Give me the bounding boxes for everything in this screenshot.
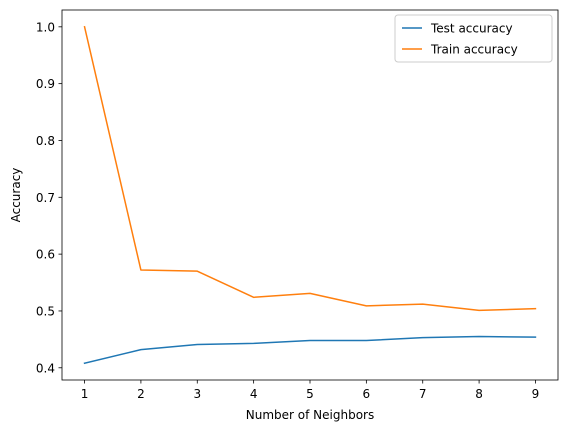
legend-label: Test accuracy — [430, 22, 513, 36]
x-tick-label: 4 — [250, 387, 258, 401]
legend: Test accuracy Train accuracy — [394, 14, 553, 63]
legend-box — [394, 14, 553, 63]
y-tick-label: 0.5 — [36, 304, 55, 318]
x-tick-label: 1 — [81, 387, 89, 401]
x-tick-label: 2 — [137, 387, 145, 401]
x-tick-label: 9 — [532, 387, 540, 401]
y-tick-label: 0.6 — [36, 248, 55, 262]
x-tick-label: 6 — [363, 387, 371, 401]
y-tick-label: 0.4 — [36, 361, 55, 375]
x-axis-label: Number of Neighbors — [246, 408, 374, 422]
y-axis: 0.4 0.5 0.6 0.7 0.8 0.9 1.0 — [36, 20, 62, 375]
y-tick-label: 0.7 — [36, 191, 55, 205]
legend-label: Train accuracy — [430, 43, 518, 57]
series-line-train-accuracy — [83, 25, 537, 312]
x-axis: 1 2 3 4 5 6 7 8 9 — [81, 380, 540, 401]
y-axis-label: Accuracy — [9, 168, 23, 223]
x-tick-label: 8 — [475, 387, 483, 401]
y-tick-label: 1.0 — [36, 20, 55, 34]
plot-area — [61, 9, 559, 381]
series-lines — [83, 25, 537, 365]
y-tick-label: 0.9 — [36, 77, 55, 91]
x-tick-label: 5 — [306, 387, 314, 401]
y-tick-label: 0.8 — [36, 134, 55, 148]
x-tick-label: 3 — [193, 387, 201, 401]
x-tick-label: 7 — [419, 387, 427, 401]
series-line-test-accuracy — [83, 335, 537, 365]
